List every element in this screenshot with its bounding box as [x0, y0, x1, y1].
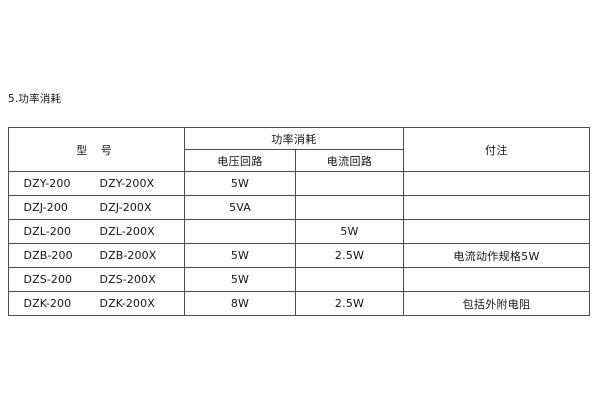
cell-current-circuit: 2.5W [294, 291, 405, 316]
column-header-model: 型 号 [8, 127, 185, 172]
cell-remarks [403, 171, 591, 196]
cell-model: DZK-200 DZK-200X [8, 291, 185, 316]
model-secondary: DZK-200X [99, 297, 155, 310]
page-title: 5.功率消耗 [8, 93, 62, 105]
table-row: DZB-200 DZB-200X 5W 2.5W 电流动作规格5W [8, 243, 591, 268]
model-secondary: DZL-200X [99, 225, 155, 238]
cell-voltage-circuit: 5W [184, 171, 296, 196]
table-row: DZL-200 DZL-200X 5W [8, 219, 591, 244]
table-header-row-top: 型 号 功率消耗 付注 [8, 127, 591, 172]
cell-model: DZS-200 DZS-200X [8, 267, 185, 292]
table-row: DZK-200 DZK-200X 8W 2.5W 包括外附电阻 [8, 291, 591, 316]
cell-voltage-circuit: 8W [184, 291, 296, 316]
cell-current-circuit [294, 195, 405, 220]
cell-model: DZY-200 DZY-200X [8, 171, 185, 196]
column-header-current-circuit: 电流回路 [294, 149, 405, 172]
column-header-power-consumption: 功率消耗 [183, 127, 405, 150]
table-row: DZY-200 DZY-200X 5W [8, 171, 591, 196]
cell-current-circuit [294, 267, 405, 292]
cell-current-circuit: 5W [294, 219, 405, 244]
cell-voltage-circuit [184, 219, 296, 244]
cell-current-circuit [294, 171, 405, 196]
model-primary: DZB-200 [23, 249, 73, 262]
power-consumption-table-container: 型 号 功率消耗 付注 电压回路 电流回路 DZY-200 DZY-200X 5W [8, 127, 591, 316]
model-primary: DZJ-200 [23, 201, 69, 214]
column-header-remarks: 付注 [403, 127, 591, 172]
table-row: DZJ-200 DZJ-200X 5VA [8, 195, 591, 220]
cell-model: DZJ-200 DZJ-200X [8, 195, 185, 220]
model-primary: DZL-200 [23, 225, 72, 238]
cell-remarks: 电流动作规格5W [403, 243, 591, 268]
cell-model: DZL-200 DZL-200X [8, 219, 185, 244]
cell-remarks: 包括外附电阻 [403, 291, 591, 316]
power-consumption-table: 型 号 功率消耗 付注 电压回路 电流回路 DZY-200 DZY-200X 5W [8, 127, 591, 316]
model-secondary: DZJ-200X [99, 201, 152, 214]
model-secondary: DZB-200X [99, 249, 157, 262]
cell-voltage-circuit: 5W [184, 243, 296, 268]
model-primary: DZY-200 [23, 177, 71, 190]
model-primary: DZS-200 [23, 273, 73, 286]
cell-model: DZB-200 DZB-200X [8, 243, 185, 268]
cell-voltage-circuit: 5W [184, 267, 296, 292]
model-secondary: DZS-200X [99, 273, 156, 286]
table-body: DZY-200 DZY-200X 5W DZJ-200 DZJ-200X 5VA D… [8, 171, 591, 316]
table-row: DZS-200 DZS-200X 5W [8, 267, 591, 292]
column-header-voltage-circuit: 电压回路 [184, 149, 296, 172]
cell-remarks [403, 219, 591, 244]
model-secondary: DZY-200X [99, 177, 155, 190]
model-primary: DZK-200 [23, 297, 72, 310]
cell-voltage-circuit: 5VA [184, 195, 296, 220]
cell-remarks [403, 267, 591, 292]
cell-remarks [403, 195, 591, 220]
cell-current-circuit: 2.5W [294, 243, 405, 268]
table-header-row-sub: 电压回路 电流回路 [9, 149, 590, 172]
table-header: 型 号 功率消耗 付注 电压回路 电流回路 [8, 127, 591, 172]
